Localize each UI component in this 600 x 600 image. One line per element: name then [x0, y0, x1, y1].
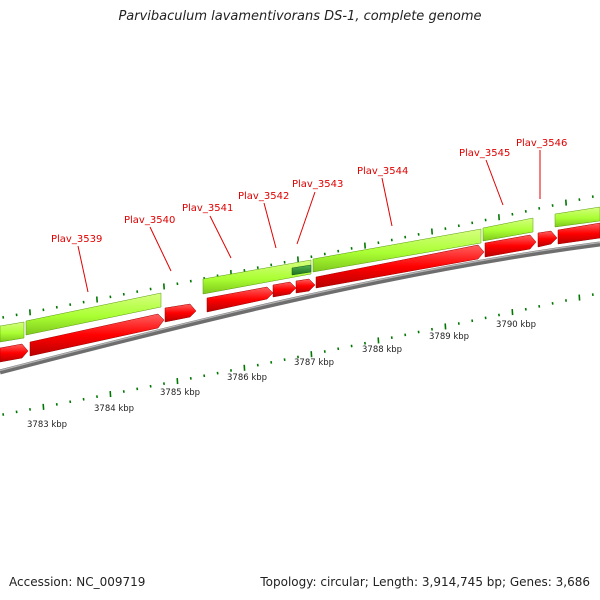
gene-block-selected[interactable] [291, 264, 312, 276]
gene-labels: Plav_3539 Plav_3540 Plav_3541 Plav_3542 … [51, 138, 567, 293]
map-title: Parvibaculum lavamentivorans DS-1, compl… [118, 9, 482, 24]
cds-arrow[interactable] [315, 244, 485, 289]
scale-label: 3787 kbp [294, 358, 334, 368]
scale-label: 3784 kbp [94, 404, 134, 414]
gene-label-plav-3539[interactable]: Plav_3539 [51, 234, 102, 293]
cds-arrow[interactable] [29, 313, 165, 357]
gene-label-plav-3546[interactable]: Plav_3546 [516, 138, 567, 199]
scale-label: 3783 kbp [27, 420, 67, 430]
gene-label-text: Plav_3544 [357, 166, 408, 177]
scale-label: 3788 kbp [362, 345, 402, 355]
cds-arrow[interactable] [484, 234, 537, 258]
gene-label-text: Plav_3539 [51, 234, 102, 245]
gene-label-plav-3543[interactable]: Plav_3543 [292, 179, 343, 245]
scale-label: 3785 kbp [160, 388, 200, 398]
gene-label-text: Plav_3540 [124, 215, 175, 226]
gene-track [0, 206, 600, 343]
gene-label-text: Plav_3546 [516, 138, 567, 149]
cds-arrow[interactable] [206, 286, 274, 313]
gene-label-plav-3542[interactable]: Plav_3542 [238, 191, 289, 249]
gene-label-text: Plav_3545 [459, 148, 510, 159]
scale-label: 3786 kbp [227, 373, 267, 383]
lower-tick-row [2, 293, 594, 416]
gene-block[interactable] [202, 259, 312, 295]
gene-label-text: Plav_3541 [182, 203, 233, 214]
gene-block[interactable] [25, 292, 162, 336]
gene-block[interactable] [312, 228, 482, 273]
gene-block[interactable] [482, 217, 534, 242]
genome-summary-text: Topology: circular; Length: 3,914,745 bp… [260, 575, 590, 589]
cds-arrow[interactable] [0, 343, 29, 363]
gene-label-plav-3544[interactable]: Plav_3544 [357, 166, 408, 227]
upper-tick-row [2, 195, 594, 319]
gene-block[interactable] [554, 206, 600, 228]
cds-arrow[interactable] [272, 281, 297, 298]
gene-block[interactable] [0, 321, 25, 343]
cds-arrow[interactable] [557, 222, 600, 245]
gene-label-text: Plav_3543 [292, 179, 343, 190]
cds-arrow[interactable] [164, 303, 197, 323]
gene-label-plav-3540[interactable]: Plav_3540 [124, 215, 175, 272]
gene-label-plav-3545[interactable]: Plav_3545 [459, 148, 510, 206]
scale-label: 3790 kbp [496, 320, 536, 330]
gene-label-text: Plav_3542 [238, 191, 289, 202]
scale-label: 3789 kbp [429, 332, 469, 342]
gene-label-plav-3541[interactable]: Plav_3541 [182, 203, 233, 259]
cds-arrow[interactable] [295, 278, 316, 294]
cds-track [0, 222, 600, 363]
backbone-line [0, 241, 600, 375]
cds-arrow[interactable] [537, 230, 558, 248]
accession-text: Accession: NC_009719 [9, 575, 146, 589]
scale-labels: 3783 kbp 3784 kbp 3785 kbp 3786 kbp 3787… [27, 320, 536, 430]
